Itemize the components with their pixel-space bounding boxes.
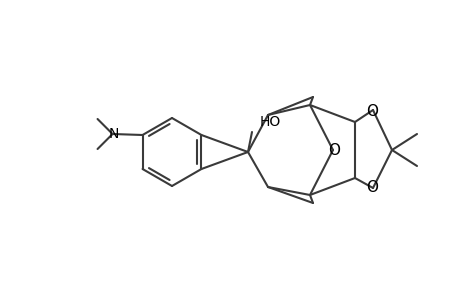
Text: O: O — [365, 103, 377, 118]
Text: O: O — [365, 179, 377, 194]
Text: O: O — [327, 142, 339, 158]
Text: N: N — [108, 127, 118, 141]
Text: HO: HO — [259, 115, 280, 129]
